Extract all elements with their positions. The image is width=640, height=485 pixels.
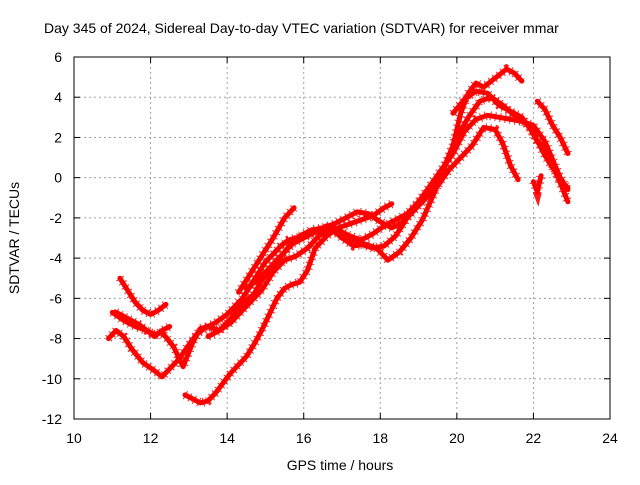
series-track-10 [534, 98, 572, 156]
series-track-8 [243, 63, 526, 292]
y-axis-label: SDTVAR / TECUs [6, 182, 22, 294]
x-axis-label: GPS time / hours [287, 457, 394, 473]
x-tick-label: 24 [602, 430, 618, 446]
series-point-markers [525, 125, 571, 192]
series-track-3 [116, 275, 169, 320]
series-line [534, 98, 571, 156]
x-tick-label: 10 [66, 430, 82, 446]
series-track-11 [525, 124, 571, 192]
x-tick-label: 12 [143, 430, 159, 446]
y-tick-label: -4 [50, 250, 63, 266]
y-tick-label: 0 [54, 170, 62, 186]
series-track-6 [205, 92, 529, 341]
y-tick-label: -12 [42, 411, 62, 427]
series-line [117, 275, 169, 317]
series-point-markers [529, 174, 546, 207]
series-line [109, 309, 173, 339]
series-track-12 [529, 173, 546, 207]
series-track-4 [109, 308, 173, 343]
series-line [182, 201, 395, 406]
y-tick-label: 6 [54, 49, 62, 65]
y-tick-label: -2 [50, 210, 63, 226]
x-tick-label: 20 [449, 430, 465, 446]
plot-frame [73, 56, 611, 420]
series-point-markers [205, 92, 529, 341]
y-tick-label: 2 [54, 129, 62, 145]
series-track-5 [182, 199, 395, 408]
y-tick-label: -10 [42, 371, 62, 387]
series-point-markers [243, 63, 526, 292]
y-tick-label: -8 [50, 331, 63, 347]
series-track-7 [234, 204, 298, 295]
x-tick-label: 14 [219, 430, 235, 446]
series-track-2 [113, 122, 523, 378]
data-series-group [105, 63, 573, 408]
y-tick-label: -6 [50, 290, 63, 306]
x-tick-label: 16 [296, 430, 312, 446]
y-tick-label: 4 [54, 89, 62, 105]
series-line [113, 124, 521, 370]
chart-title: Day 345 of 2024, Sidereal Day-to-day VTE… [44, 20, 559, 36]
x-tick-label: 22 [526, 430, 542, 446]
series-line [236, 205, 297, 295]
x-tick-label: 18 [372, 430, 388, 446]
